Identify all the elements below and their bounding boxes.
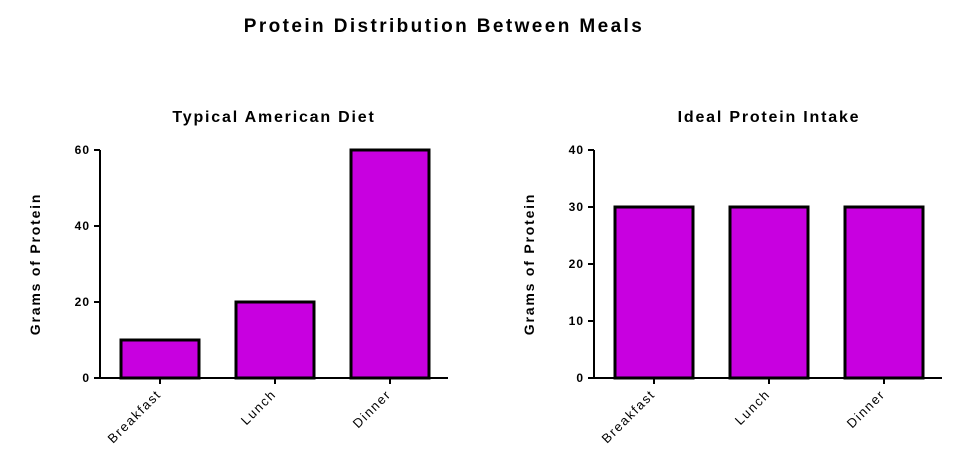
chart-title: Ideal Protein Intake xyxy=(678,109,861,126)
y-tick-label: 20 xyxy=(569,257,584,271)
chart-typical-american-diet: Typical American Diet Grams of Protein 0… xyxy=(27,109,448,446)
x-tick-label: Lunch xyxy=(238,387,279,428)
y-tick-label: 0 xyxy=(82,371,90,385)
chart-title: Typical American Diet xyxy=(172,109,375,126)
bar-breakfast xyxy=(613,205,695,380)
bar-dinner xyxy=(349,148,431,380)
x-tick-label: Dinner xyxy=(844,387,888,431)
y-tick-label: 60 xyxy=(75,143,90,157)
y-tick-label: 20 xyxy=(75,295,90,309)
y-tick-label: 40 xyxy=(75,219,90,233)
bar-dinner xyxy=(843,205,925,380)
x-tick-label: Dinner xyxy=(350,387,394,431)
main-title: Protein Distribution Between Meals xyxy=(243,16,645,37)
x-tick-label: Breakfast xyxy=(598,387,658,447)
chart-ideal-protein-intake: Ideal Protein Intake Grams of Protein 0 1… xyxy=(521,109,942,446)
bar-lunch xyxy=(728,205,810,380)
y-tick-label: 0 xyxy=(576,371,584,385)
bar-lunch xyxy=(234,300,316,380)
x-tick-label: Breakfast xyxy=(104,387,164,447)
bar-breakfast xyxy=(119,338,201,380)
y-tick-label: 30 xyxy=(569,200,584,214)
y-axis-label: Grams of Protein xyxy=(27,193,43,335)
y-tick-label: 40 xyxy=(569,143,584,157)
y-tick-label: 10 xyxy=(569,314,584,328)
y-axis-label: Grams of Protein xyxy=(521,193,537,335)
x-tick-label: Lunch xyxy=(732,387,773,428)
